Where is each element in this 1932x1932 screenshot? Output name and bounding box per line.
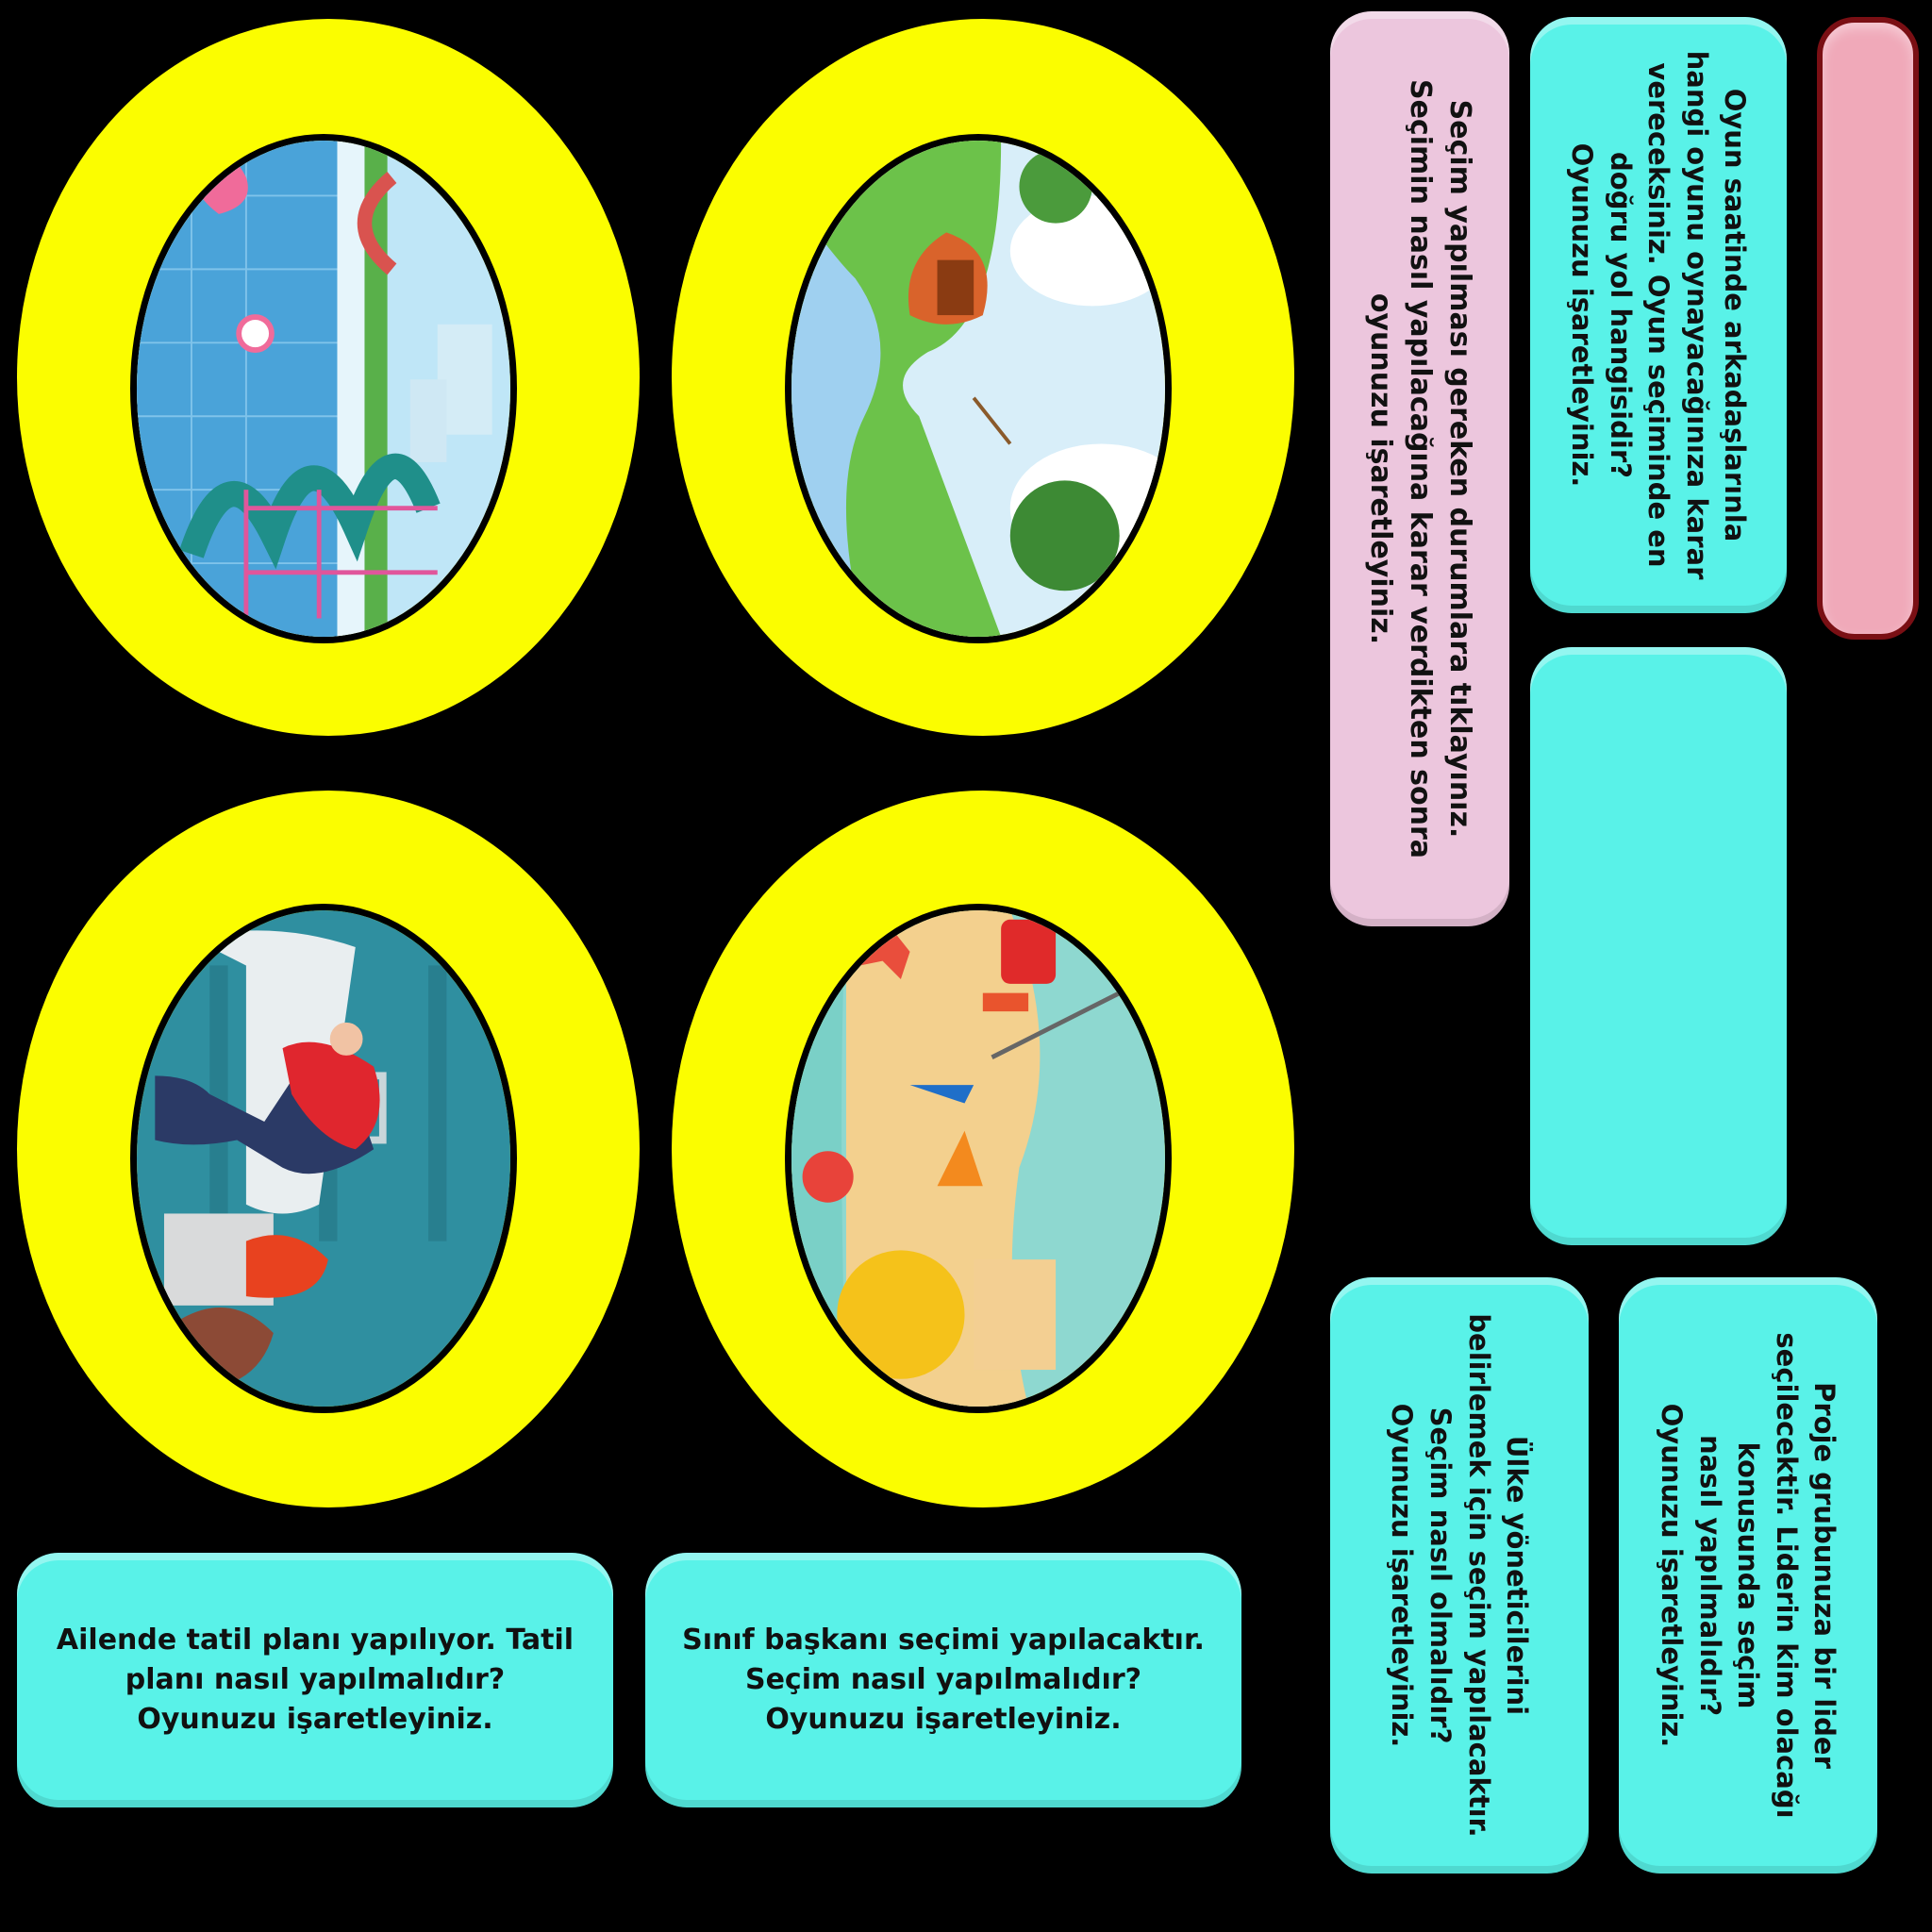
- museum-scene[interactable]: [130, 904, 517, 1413]
- playground-card[interactable]: Oyun saatinde arkadaşlarınla hangi oyunu…: [1530, 17, 1787, 613]
- header-plaque: [1817, 17, 1919, 640]
- camping-scene[interactable]: [785, 134, 1172, 643]
- playground-card-text: Oyun saatinde arkadaşlarınla hangi oyunu…: [1566, 50, 1752, 580]
- project-leader-card-text: Proje grubunuza bir lider seçilecektir. …: [1656, 1332, 1841, 1819]
- empty-card[interactable]: [1530, 647, 1787, 1245]
- instruction-text: Seçim yapılması gereken durumlara tıklay…: [1364, 79, 1476, 858]
- vacation-card[interactable]: Ailende tatil planı yapılıyor. Tatil pla…: [17, 1553, 613, 1807]
- beach-scene[interactable]: [785, 904, 1172, 1413]
- class-president-card[interactable]: Sınıf başkanı seçimi yapılacaktır. Seçim…: [645, 1553, 1241, 1807]
- instruction-card: Seçim yapılması gereken durumlara tıklay…: [1330, 11, 1509, 926]
- country-election-card-text: Ülke yöneticilerini belirlemek için seçi…: [1386, 1313, 1534, 1838]
- country-election-card[interactable]: Ülke yöneticilerini belirlemek için seçi…: [1330, 1277, 1589, 1874]
- class-president-card-text: Sınıf başkanı seçimi yapılacaktır. Seçim…: [682, 1624, 1205, 1736]
- vacation-card-text: Ailende tatil planı yapılıyor. Tatil pla…: [56, 1624, 575, 1736]
- water-park-scene[interactable]: [130, 134, 517, 643]
- project-leader-card[interactable]: Proje grubunuza bir lider seçilecektir. …: [1619, 1277, 1877, 1874]
